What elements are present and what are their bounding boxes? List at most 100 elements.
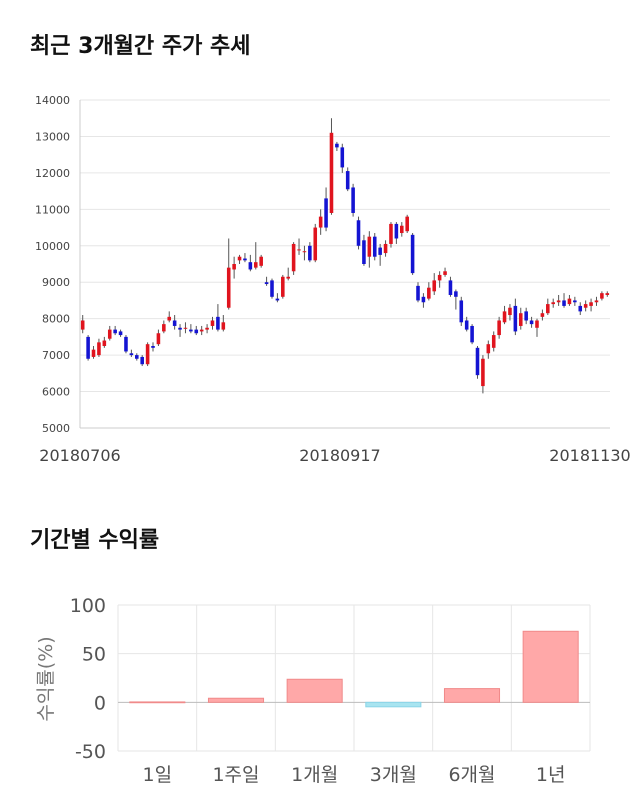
candle-body (264, 282, 269, 285)
candle (546, 298, 550, 316)
candle (389, 222, 393, 248)
candle-body (502, 311, 507, 323)
candle-body (459, 300, 464, 323)
candle-body (91, 349, 96, 357)
candle (508, 304, 512, 321)
candle-body (378, 247, 382, 255)
candle-body (216, 316, 220, 330)
candle (129, 349, 134, 357)
candle-body (297, 249, 301, 251)
candle (529, 316, 534, 328)
candle-body (248, 262, 253, 270)
candle (513, 298, 518, 336)
candle (107, 325, 112, 341)
candle (313, 223, 318, 263)
candle-body (556, 300, 561, 303)
candle (194, 325, 199, 336)
candle (253, 242, 258, 270)
candle-body (335, 143, 339, 148)
candle-body (189, 329, 193, 332)
candle-body (589, 302, 593, 306)
candle (583, 300, 588, 312)
candle-body (372, 236, 377, 257)
candle (135, 353, 139, 361)
candle-body (529, 320, 534, 325)
candle (594, 296, 599, 306)
candle-body (183, 327, 188, 329)
candle-y-tick-label: 13000 (35, 130, 70, 143)
candle-grid (79, 99, 610, 429)
bar-marks (129, 630, 579, 708)
candle (486, 340, 491, 359)
candle-body (329, 132, 334, 213)
candle-body (491, 335, 496, 348)
candle-body (135, 355, 139, 359)
candle (118, 329, 123, 337)
price-trend-title: 최근 3개월간 주가 추세 (30, 34, 251, 59)
candle (535, 318, 539, 337)
bar-grid (117, 604, 591, 752)
candle-body (124, 336, 128, 352)
candle-x-ticks: 20180706 20180917 20181130 (39, 446, 630, 465)
candle-body (400, 225, 404, 234)
candle (264, 276, 269, 286)
bar-y-tick-label: -50 (75, 741, 106, 763)
candle-body (118, 331, 123, 336)
candle-body (524, 311, 528, 321)
candle-body (210, 320, 215, 326)
candle-body (351, 187, 355, 213)
candle-body (470, 325, 474, 343)
candle (275, 293, 280, 303)
candle-body (237, 256, 242, 261)
candle-body (140, 356, 144, 365)
candle-body (421, 296, 426, 303)
candle-body (302, 251, 307, 253)
candle (140, 355, 144, 367)
candle-y-tick-label: 11000 (35, 203, 70, 216)
candle (416, 282, 420, 303)
candle-body (107, 329, 112, 339)
candle (145, 342, 150, 367)
candle (97, 338, 101, 357)
candle-y-tick-label: 9000 (42, 276, 70, 289)
candle-body (416, 285, 420, 301)
candle (432, 273, 437, 295)
candle-body (513, 305, 518, 332)
candle (362, 234, 366, 266)
candle (167, 311, 172, 323)
candle-body (324, 198, 328, 228)
candle-body (345, 171, 350, 190)
candle (216, 304, 220, 332)
candle-y-tick-label: 6000 (42, 386, 70, 399)
candle (589, 298, 593, 312)
candle (562, 293, 566, 308)
candle (502, 305, 507, 325)
returns-title: 기간별 수익률 (30, 528, 160, 553)
candle (291, 242, 296, 275)
candle (162, 320, 166, 334)
candle (329, 118, 334, 215)
candle-body (232, 264, 236, 270)
candle-body (437, 274, 442, 281)
candle (578, 302, 583, 316)
candle (383, 240, 388, 257)
candle-body (410, 234, 415, 274)
candle-body (383, 243, 388, 254)
candle-body (394, 223, 399, 239)
candle (443, 267, 447, 277)
bar-y-tick-label: 50 (82, 644, 106, 666)
candle-body (464, 320, 469, 330)
candle (302, 245, 307, 261)
candle-body (605, 293, 610, 295)
candle (270, 278, 274, 299)
candle (464, 316, 469, 332)
candle-body (443, 271, 447, 275)
candle-body (432, 280, 437, 292)
candle-body (367, 236, 372, 257)
candle-body (259, 256, 263, 266)
candle (297, 238, 301, 255)
return-bar (207, 697, 265, 703)
candle-body (226, 267, 231, 308)
candle (367, 231, 372, 268)
bar-x-tick-label: 3개월 (370, 764, 417, 786)
